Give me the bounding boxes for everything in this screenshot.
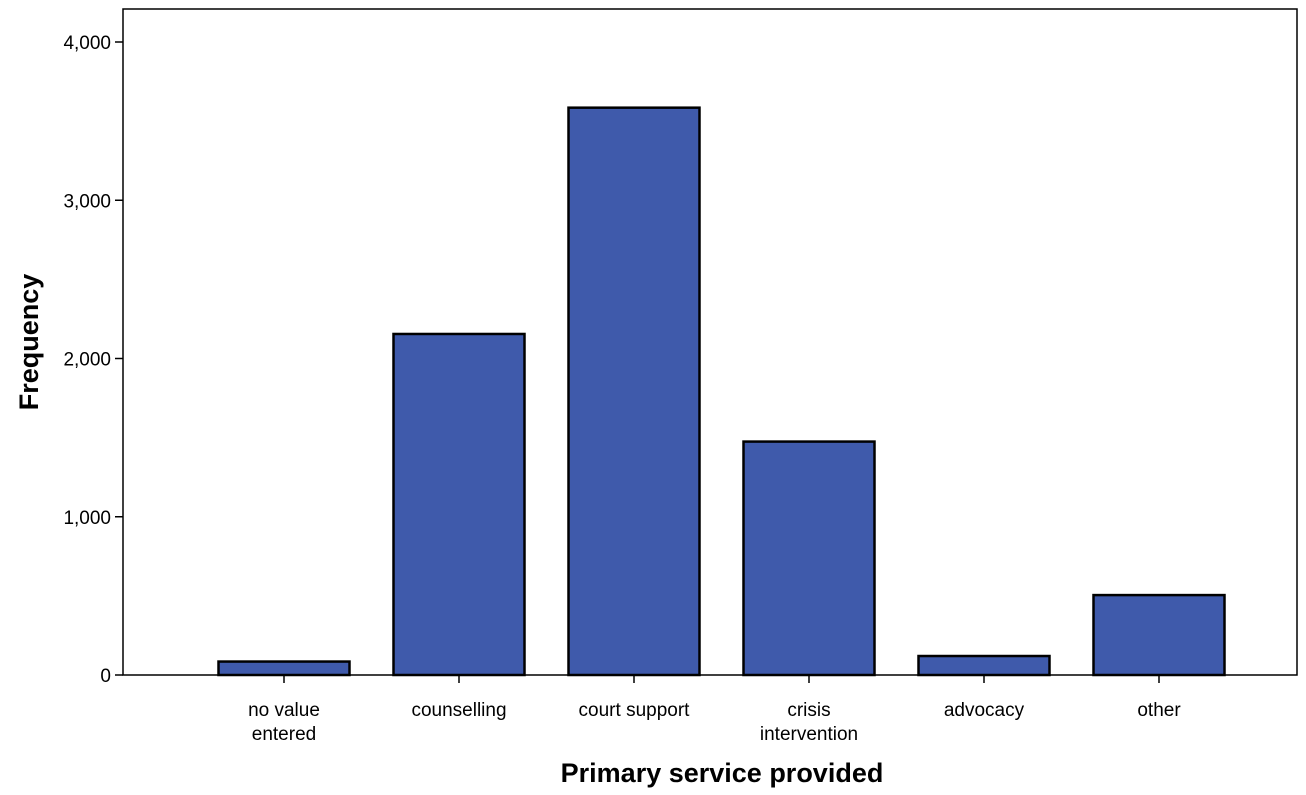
- bars: [217, 106, 1226, 677]
- x-tick-label: crisis intervention: [760, 700, 858, 745]
- bar: [917, 654, 1051, 677]
- x-tick-label-line: intervention: [760, 724, 858, 745]
- x-tick-label: court support: [579, 700, 691, 721]
- bar: [1092, 593, 1226, 677]
- x-tick-label-line: court support: [579, 700, 691, 721]
- plot-frame: [122, 8, 1298, 676]
- y-tick-label: 1,000: [63, 508, 111, 529]
- x-tick-label: counselling: [411, 700, 506, 721]
- y-tick-label: 0: [100, 666, 111, 687]
- y-axis-ticks: 0 1,000 2,000 3,000 4,000: [63, 33, 123, 687]
- x-tick-label-line: other: [1137, 700, 1181, 721]
- x-tick-label: other: [1137, 700, 1181, 721]
- x-tick-label-line: no value: [248, 700, 320, 721]
- y-axis-title: Frequency: [14, 274, 44, 411]
- y-tick-label: 3,000: [63, 191, 111, 212]
- x-tick-label-line: entered: [252, 724, 316, 745]
- x-axis-ticks: no value entered counselling court support c…: [248, 675, 1181, 745]
- bar: [392, 332, 526, 677]
- y-tick-label: 2,000: [63, 350, 111, 371]
- bar: [567, 106, 701, 677]
- x-tick-label-line: advocacy: [944, 700, 1025, 721]
- x-tick-label: advocacy: [944, 700, 1025, 721]
- x-axis-title: Primary service provided: [561, 758, 884, 788]
- x-tick-label-line: counselling: [411, 700, 506, 721]
- x-tick-label: no value entered: [248, 700, 320, 745]
- x-tick-label-line: crisis: [787, 700, 830, 721]
- bar: [217, 660, 351, 677]
- bar: [742, 440, 876, 677]
- y-tick-label: 4,000: [63, 33, 111, 54]
